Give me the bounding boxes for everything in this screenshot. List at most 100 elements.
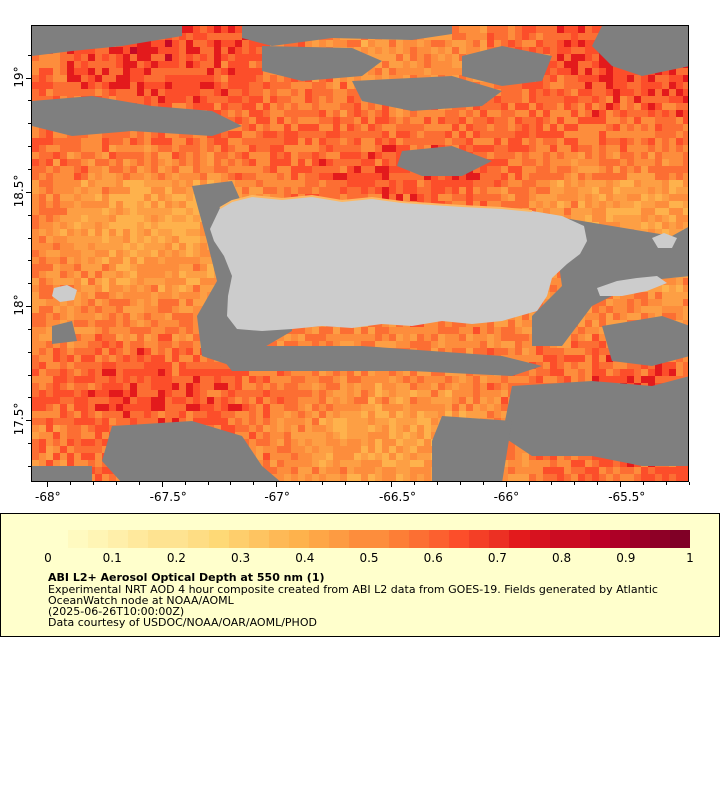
- colorbar-swatch: [268, 530, 289, 548]
- colorbar-tick-label: 0: [44, 551, 52, 565]
- lon-minor-tick: [390, 482, 392, 485]
- lon-tick-label: -66.5°: [378, 490, 416, 504]
- colorbar-tick-label: 0.5: [359, 551, 379, 565]
- colorbar-swatch: [469, 530, 490, 548]
- colorbar-swatch: [669, 530, 690, 548]
- lat-minor-tick: [28, 237, 31, 239]
- lat-minor-tick: [28, 397, 31, 399]
- lon-minor-tick: [47, 482, 49, 485]
- lat-tick-label: 19°: [12, 65, 26, 88]
- colorbar-swatch: [148, 530, 169, 548]
- lat-minor-tick: [28, 283, 31, 285]
- lon-tick-label: -68°: [35, 490, 61, 504]
- colorbar-swatch: [609, 530, 630, 548]
- lat-minor-tick: [28, 168, 31, 170]
- legend-credit: Data courtesy of USDOC/NOAA/OAR/AOML/PHO…: [48, 616, 317, 629]
- lon-minor-tick: [666, 482, 668, 485]
- lon-minor-tick: [184, 482, 186, 485]
- colorbar-swatch: [48, 530, 69, 548]
- lon-minor-tick: [207, 482, 209, 485]
- lon-minor-tick: [413, 482, 415, 485]
- colorbar-swatch: [328, 530, 349, 548]
- colorbar-swatch: [168, 530, 189, 548]
- lon-minor-tick: [597, 482, 599, 485]
- colorbar-swatch: [589, 530, 610, 548]
- vieques-land: [597, 276, 667, 296]
- lat-minor-tick: [28, 351, 31, 353]
- colorbar-swatch: [108, 530, 129, 548]
- colorbar-swatch: [68, 530, 89, 548]
- lon-minor-tick: [574, 482, 576, 485]
- lat-minor-tick: [28, 443, 31, 445]
- lon-minor-tick: [459, 482, 461, 485]
- legend-description: Experimental NRT AOD 4 hour composite cr…: [48, 583, 658, 607]
- lon-minor-tick: [69, 482, 71, 485]
- lon-minor-tick: [505, 482, 507, 485]
- lat-minor-tick: [28, 466, 31, 467]
- colorbar-tick-label: 0.8: [552, 551, 572, 565]
- lat-minor-tick: [28, 306, 31, 308]
- lat-minor-tick: [28, 328, 31, 330]
- aod-raster: [32, 26, 688, 481]
- lon-minor-tick: [230, 482, 232, 485]
- lon-minor-tick: [138, 482, 140, 485]
- lat-minor-tick: [28, 77, 31, 79]
- lon-minor-tick: [276, 482, 278, 485]
- lat-tick-label: 17.5°: [12, 402, 26, 436]
- lat-minor-tick: [28, 420, 31, 422]
- colorbar-swatch: [128, 530, 149, 548]
- colorbar-swatch: [288, 530, 309, 548]
- lon-minor-tick: [528, 482, 530, 485]
- lon-minor-tick: [299, 482, 301, 485]
- colorbar-tick-label: 0.4: [295, 551, 315, 565]
- colorbar-swatch: [649, 530, 670, 548]
- lat-minor-tick: [28, 123, 31, 125]
- colorbar-tick-label: 0.9: [616, 551, 636, 565]
- colorbar-swatch: [569, 530, 590, 548]
- lon-minor-tick: [115, 482, 117, 485]
- culebra-land: [652, 233, 677, 248]
- colorbar-swatch: [629, 530, 650, 548]
- colorbar-tick-label: 0.1: [102, 551, 122, 565]
- lat-tick-label: 18.5°: [12, 174, 26, 208]
- lon-minor-tick: [689, 482, 690, 485]
- colorbar-swatch: [228, 530, 249, 548]
- lon-minor-tick: [643, 482, 645, 485]
- legend-panel: 0 0.1 0.2 0.3 0.4 0.5 0.6 0.7 0.8 0.9 1 ABI L2+ Ae…: [0, 513, 720, 637]
- colorbar-swatch: [369, 530, 390, 548]
- lon-minor-tick: [322, 482, 324, 485]
- colorbar-tick-label: 0.6: [423, 551, 443, 565]
- colorbar-swatch: [248, 530, 269, 548]
- colorbar-tick-label: 0.7: [487, 551, 507, 565]
- legend-title: ABI L2+ Aerosol Optical Depth at 550 nm …: [48, 571, 325, 584]
- colorbar-swatch: [308, 530, 329, 548]
- lat-minor-tick: [28, 146, 31, 148]
- lon-minor-tick: [620, 482, 622, 485]
- lon-tick-label: -65.5°: [608, 490, 646, 504]
- colorbar-swatch: [529, 530, 550, 548]
- lat-minor-tick: [28, 191, 31, 193]
- puerto-rico-land: [210, 196, 587, 331]
- colorbar-swatch: [409, 530, 430, 548]
- lat-minor-tick: [28, 214, 31, 216]
- colorbar-swatch: [389, 530, 410, 548]
- aod-map: [31, 25, 689, 482]
- colorbar: [48, 530, 690, 548]
- lat-minor-tick: [28, 260, 31, 262]
- lat-minor-tick: [28, 54, 31, 56]
- lon-tick-label: -67.5°: [149, 490, 187, 504]
- legend-timestamp: (2025-06-26T10:00:00Z): [48, 605, 185, 618]
- lon-minor-tick: [482, 482, 484, 485]
- colorbar-swatch: [429, 530, 450, 548]
- colorbar-swatch: [348, 530, 369, 548]
- lat-minor-tick: [28, 374, 31, 376]
- colorbar-swatch: [88, 530, 109, 548]
- lon-minor-tick: [92, 482, 94, 485]
- colorbar-swatch: [489, 530, 510, 548]
- colorbar-swatch: [549, 530, 570, 548]
- lon-tick-label: -66°: [493, 490, 520, 504]
- lon-minor-tick: [253, 482, 255, 485]
- colorbar-swatch: [208, 530, 229, 548]
- colorbar-swatch: [449, 530, 470, 548]
- mona-land: [52, 285, 77, 302]
